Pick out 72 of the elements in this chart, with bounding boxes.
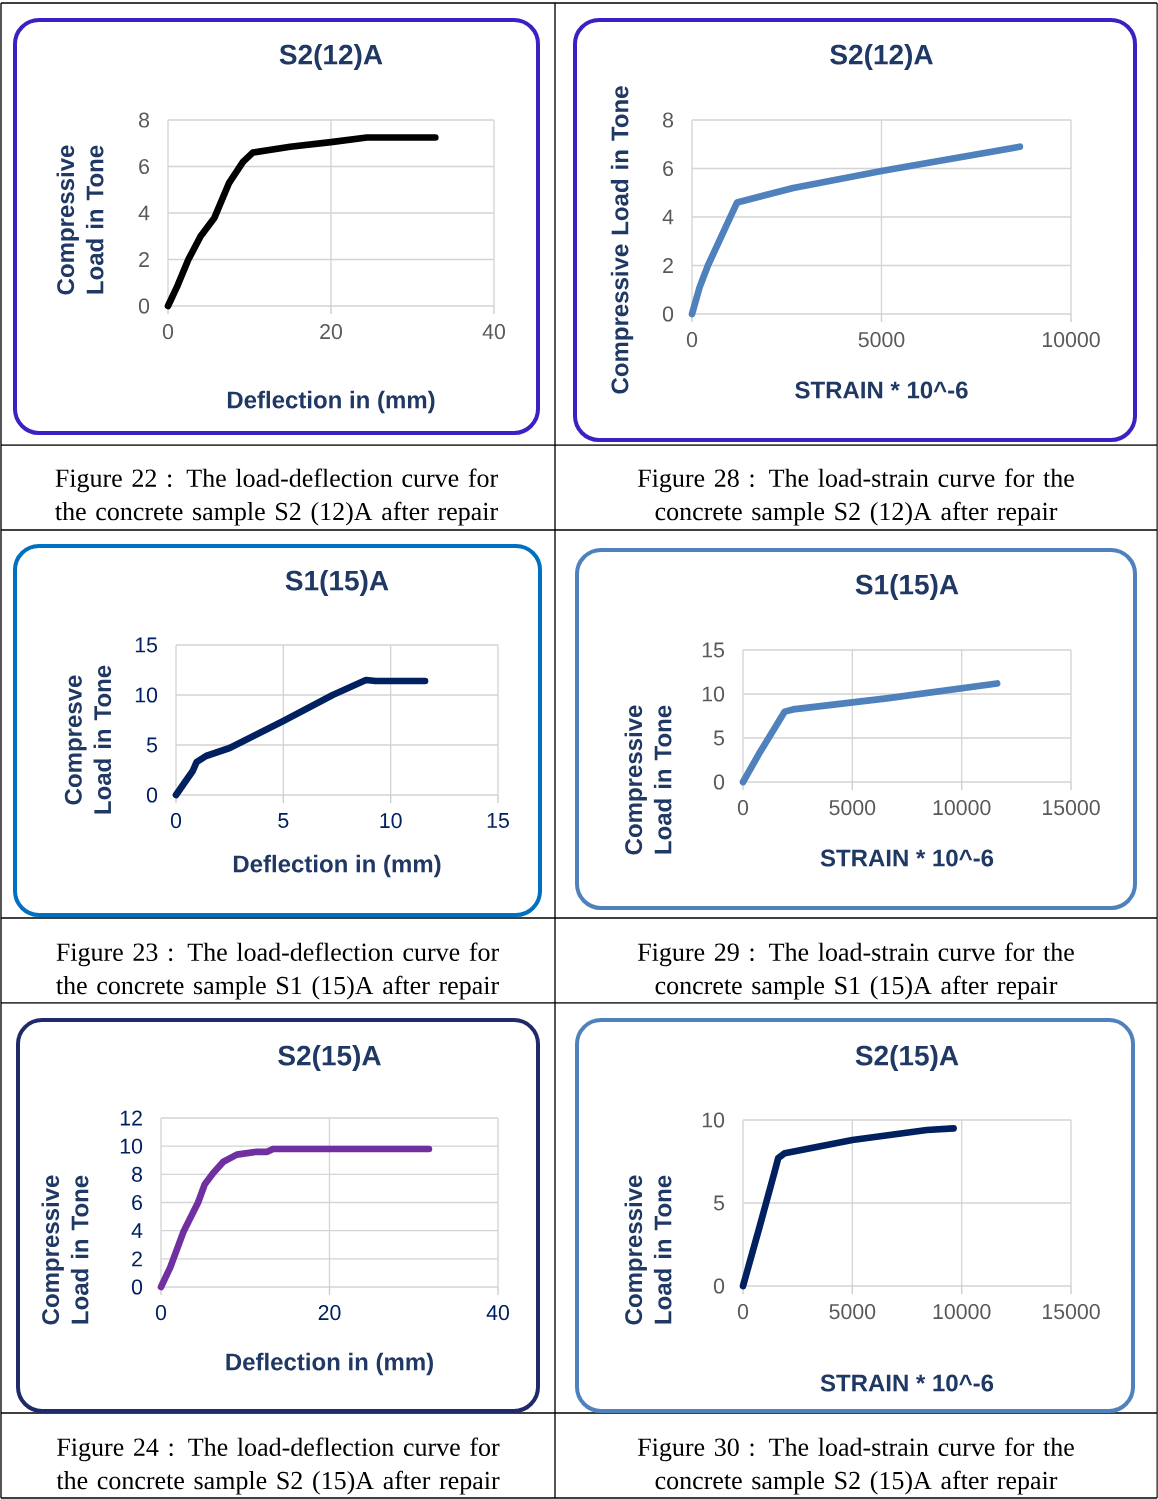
x-tick-label: 10000 <box>933 800 991 816</box>
y-axis-title: Compressive Load in Tone <box>624 705 672 855</box>
caption: Figure 22 : The load-deflection curve for the concrete sample S2 (12)A after repair <box>55 468 498 526</box>
y-tick-label: 12 <box>120 1110 142 1126</box>
x-tick-label: 5000 <box>829 1304 876 1320</box>
y-tick-label: 6 <box>139 158 150 175</box>
x-tick-label: 20 <box>320 324 343 340</box>
y-tick-label: 4 <box>138 205 150 221</box>
y-tick-label: 4 <box>662 209 674 225</box>
caption: Figure 23 : The load-deflection curve for the concrete sample S1 (15)A after repair <box>56 942 499 1000</box>
y-axis-title: Compresve Load in Tone <box>64 665 112 814</box>
x-axis-title: Deflection in (mm) <box>227 390 435 414</box>
x-tick-label: 20 <box>318 1305 341 1321</box>
x-tick-label: 10000 <box>1042 332 1100 348</box>
y-tick-label: 6 <box>132 1194 143 1211</box>
chart-title: S1(15)A <box>285 569 389 597</box>
x-tick-label: 5000 <box>858 332 905 348</box>
caption: Figure 30 : The load-strain curve for the concrete sample S2 (15)A after repair <box>637 1437 1074 1495</box>
chart-title: S2(15)A <box>855 1044 959 1072</box>
y-tick-label: 2 <box>663 258 673 273</box>
y-tick-label: 2 <box>139 252 149 267</box>
x-tick-label: 15000 <box>1042 800 1100 816</box>
x-tick-label: 0 <box>170 813 182 829</box>
y-tick-label: 10 <box>702 686 725 702</box>
y-tick-label: 0 <box>713 774 725 790</box>
y-tick-label: 5 <box>713 1195 725 1211</box>
chart-title: S2(12)A <box>279 43 383 71</box>
x-tick-label: 0 <box>737 800 749 816</box>
x-tick-label: 15 <box>487 813 509 828</box>
y-tick-label: 0 <box>146 787 158 803</box>
x-tick-label: 40 <box>486 1305 510 1321</box>
y-tick-label: 8 <box>139 112 150 128</box>
y-tick-label: 6 <box>663 160 674 177</box>
x-tick-label: 0 <box>162 324 174 340</box>
y-tick-label: 0 <box>131 1279 143 1295</box>
x-tick-label: 40 <box>482 324 506 340</box>
y-axis-title: Compressive Load in Tone <box>41 1175 89 1325</box>
x-tick-label: 10000 <box>933 1304 991 1320</box>
y-tick-label: 0 <box>713 1278 725 1294</box>
x-tick-label: 0 <box>686 332 698 348</box>
y-tick-label: 10 <box>120 1138 143 1154</box>
chart-title: S2(12)A <box>830 43 933 71</box>
x-axis-title: STRAIN * 10^-6 <box>795 381 968 399</box>
caption: Figure 24 : The load-deflection curve for the concrete sample S2 (15)A after repair <box>56 1437 500 1495</box>
y-tick-label: 0 <box>138 298 150 314</box>
x-axis-title: Deflection in (mm) <box>226 1352 433 1376</box>
chart-title: S1(15)A <box>855 573 959 601</box>
y-tick-label: 0 <box>662 306 674 322</box>
y-tick-label: 5 <box>146 737 158 753</box>
y-tick-label: 15 <box>702 642 725 658</box>
x-tick-label: 10 <box>380 813 402 829</box>
y-tick-label: 10 <box>702 1112 725 1128</box>
y-axis-title: Compressive Load in Tone <box>610 86 634 394</box>
y-tick-label: 8 <box>132 1166 143 1182</box>
y-tick-label: 8 <box>663 112 674 128</box>
chart-title: S2(15)A <box>278 1044 381 1072</box>
y-tick-label: 4 <box>131 1223 143 1239</box>
x-tick-label: 15000 <box>1042 1304 1100 1320</box>
y-tick-label: 2 <box>132 1251 142 1267</box>
y-tick-label: 15 <box>135 637 158 653</box>
x-tick-label: 0 <box>737 1304 749 1320</box>
x-axis-title: STRAIN * 10^-6 <box>820 849 994 867</box>
x-axis-title: Deflection in (mm) <box>233 854 441 878</box>
x-tick-label: 5 <box>278 813 289 828</box>
y-axis-title: Compressive Load in Tone <box>56 145 104 295</box>
x-tick-label: 5000 <box>829 800 876 816</box>
y-tick-label: 5 <box>713 730 725 746</box>
y-tick-label: 10 <box>135 687 158 703</box>
caption: Figure 28 : The load-strain curve for the concrete sample S2 (12)A after repair <box>637 468 1074 526</box>
y-axis-title: Compressive Load in Tone <box>624 1175 672 1325</box>
x-axis-title: STRAIN * 10^-6 <box>820 1374 994 1392</box>
caption: Figure 29 : The load-strain curve for the concrete sample S1 (15)A after repair <box>637 942 1074 1000</box>
